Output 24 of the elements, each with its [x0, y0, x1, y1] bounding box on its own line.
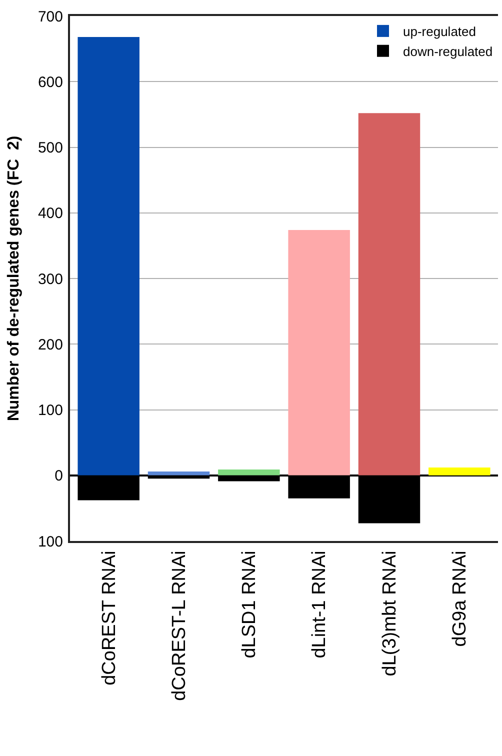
- y-tick-label: 200: [38, 336, 63, 354]
- y-tick-label: 0: [54, 468, 63, 485]
- bar: [288, 230, 350, 476]
- y-axis-title: Number of de-regulated genes (FC 2): [5, 136, 22, 422]
- y-tick-label: 100: [38, 402, 63, 419]
- y-tick-label: 500: [38, 140, 63, 156]
- x-tick-label: dCoREST RNAi: [98, 550, 120, 686]
- y-tick-label: 400: [38, 205, 63, 222]
- legend-label: down-regulated: [403, 44, 493, 59]
- bar: [78, 37, 140, 476]
- x-tick-label: dLint-1 RNAi: [309, 550, 330, 658]
- bar: [428, 468, 490, 476]
- x-tick-label: dCoREST-L RNAi: [168, 550, 190, 701]
- bar: [358, 113, 420, 476]
- y-tick-label: 700: [38, 8, 63, 26]
- x-tick-label: dL(3)mbt RNAi: [379, 550, 400, 676]
- y-tick-label: 300: [38, 270, 63, 288]
- x-tick-label: dLSD1 RNAi: [239, 550, 260, 658]
- bar: [148, 471, 210, 476]
- bar: [218, 469, 280, 476]
- legend-label: up-regulated: [403, 24, 476, 40]
- x-tick-label: dG9a RNAi: [450, 550, 471, 647]
- y-tick-label: 100: [38, 533, 63, 550]
- y-tick-label: 600: [38, 74, 63, 91]
